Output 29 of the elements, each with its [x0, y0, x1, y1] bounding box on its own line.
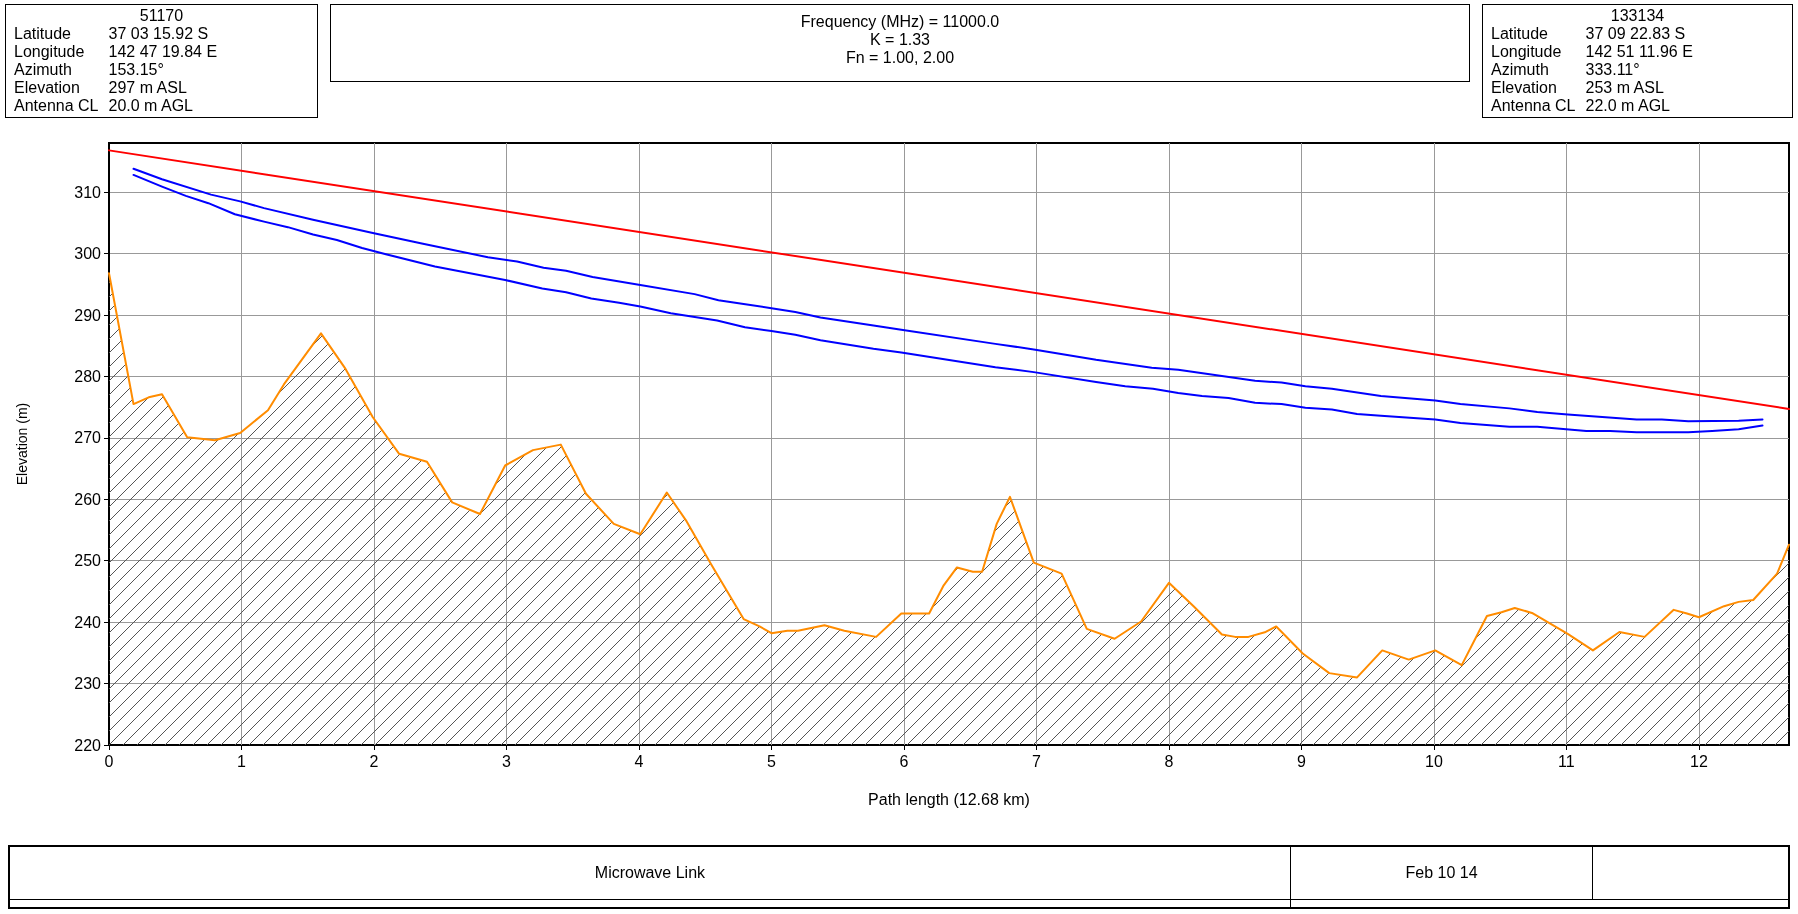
x-tick-label: 0 — [104, 752, 114, 770]
text: 133134 Latitude 37 09 22.83 S Longitude 142 51 11.96 E Azimuth 333.11° Elevation 253 m ASL Antenna CL 22.0 m AGL — [1491, 7, 1693, 114]
x-tick-label: 4 — [634, 752, 644, 770]
x-tick-label: 9 — [1296, 752, 1306, 770]
y-tick-label: 310 — [74, 183, 102, 201]
x-tick-label: 5 — [767, 752, 777, 770]
y-tick-label: 240 — [74, 613, 102, 631]
x-tick-label: 12 — [1690, 752, 1708, 770]
y-tick-label: 280 — [74, 367, 102, 385]
x-tick-label: 3 — [502, 752, 512, 770]
y-tick-label: 300 — [74, 245, 102, 263]
y-axis-title: Elevation (m) — [14, 402, 30, 486]
x-tick-label: 6 — [899, 752, 909, 770]
text: Frequency (MHz) = 11000.0 K = 1.33 Fn = 1.00, 2.00 — [799, 13, 1001, 67]
x-tick-label: 2 — [369, 752, 379, 770]
text: 51170 Latitude 37 03 15.92 S Longitude 142 47 19.84 E Azimuth 153.15° Elevation 297 m ASL Antenna CL 20.0 m AGL — [14, 7, 218, 114]
y-tick-label: 250 — [74, 552, 102, 570]
x-tick-label: 1 — [237, 752, 247, 770]
y-tick-label: 230 — [74, 675, 102, 693]
x-axis-title: Path length (12.68 km) — [868, 790, 1030, 808]
x-tick-label: 8 — [1164, 752, 1174, 770]
y-tick-label: 220 — [74, 736, 102, 754]
y-tick-label: 290 — [74, 306, 102, 324]
y-tick-label: 260 — [74, 490, 102, 508]
x-tick-label: 7 — [1031, 752, 1041, 770]
x-tick-label: 11 — [1558, 752, 1575, 770]
text: Microwave Link Feb 10 14 — [594, 864, 1478, 882]
x-tick-label: 10 — [1425, 752, 1443, 770]
y-tick-label: 270 — [74, 429, 102, 447]
